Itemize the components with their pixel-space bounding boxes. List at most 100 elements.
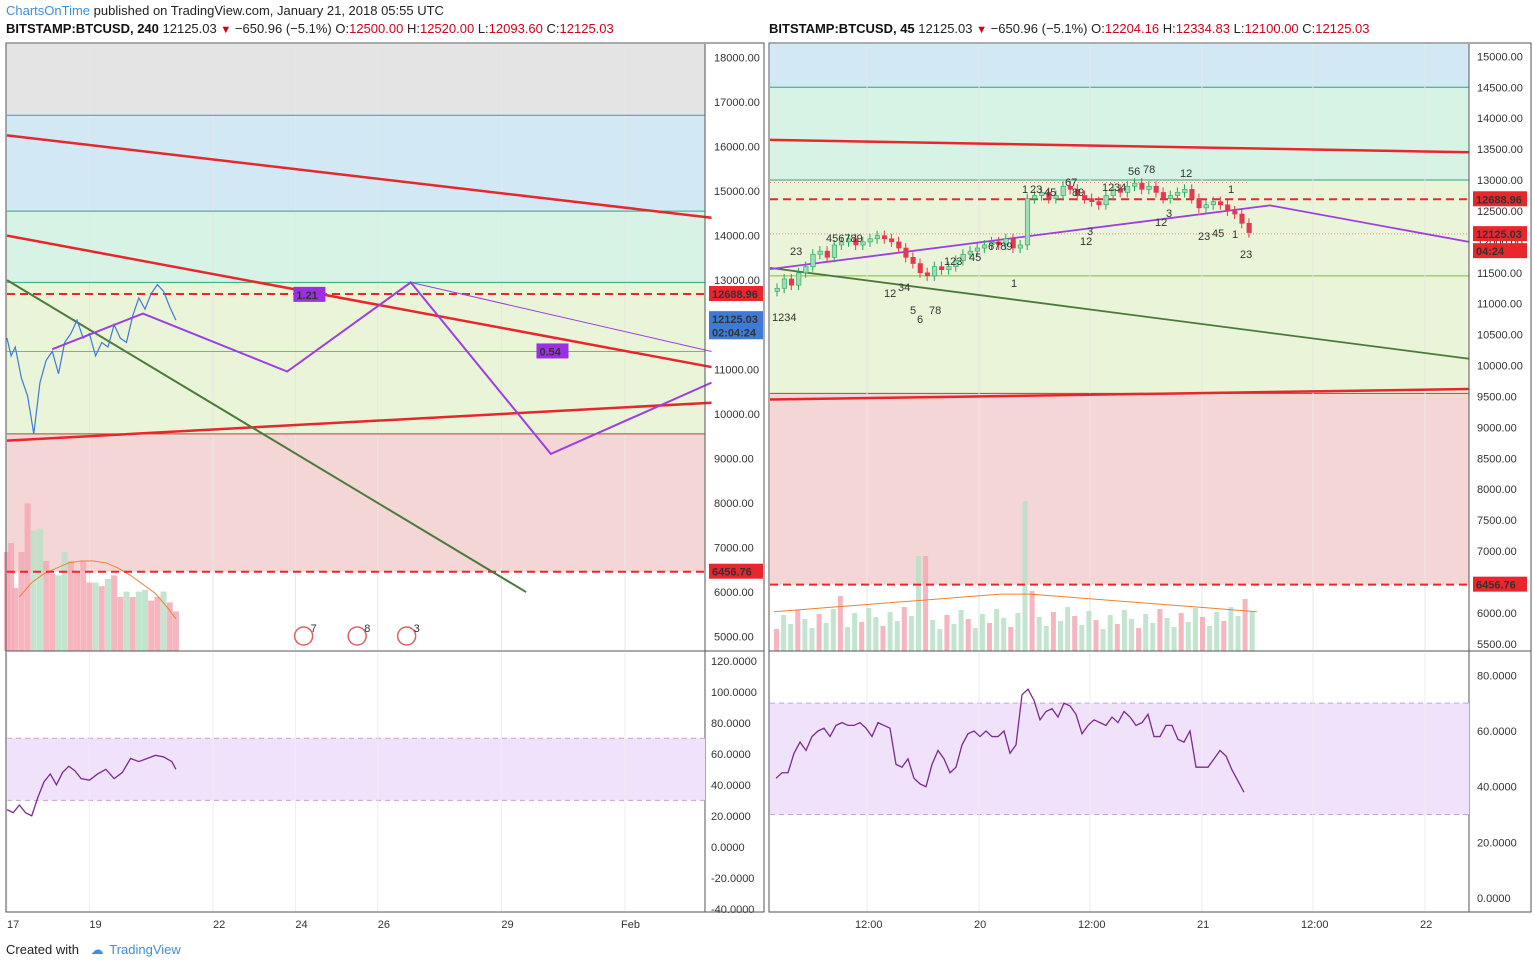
tradingview-link[interactable]: TradingView [109,942,181,957]
left-purple-pattern [51,281,712,456]
right-y-tick-9: 10500.00 [1477,330,1523,342]
left-price-badge-2-bg [709,324,763,340]
right-zone-red [770,393,1469,585]
left-red-trendline-1 [6,234,712,369]
left-volume-bar [4,552,10,651]
right-volume-bar [816,614,822,651]
left-high: 12520.00 [419,21,475,36]
right-candle [1175,192,1181,196]
right-volume-bar [1235,616,1241,651]
left-rsi-band [7,738,705,801]
left-volume-bar [111,575,118,651]
left-volume-bar [24,503,31,651]
right-volume-bar [987,623,992,651]
right-td-green-7: 45 [1044,187,1056,199]
right-candle [1117,189,1123,193]
left-x-tick-3: 24 [295,919,307,931]
right-candle [774,287,780,292]
right-candle [1239,213,1245,224]
right-candle [1053,195,1059,199]
right-y-tick-19: 5500.00 [1477,639,1517,651]
right-volume-bar [1001,618,1007,651]
right-candle [1003,238,1009,246]
left-open: 12500.00 [349,21,404,36]
left-volume-bar [18,552,25,651]
right-volume-bar [944,615,950,651]
left-panel-frame [5,42,765,913]
right-td-red-9: 12 [1155,217,1167,229]
right-last: 12125.03 [918,21,973,36]
right-volume-bar [845,627,850,651]
right-rsi-tick-1: 60.0000 [1477,726,1517,738]
right-volume-bar [866,608,872,651]
right-y-tick-13: 8500.00 [1477,453,1517,465]
right-candle [1089,198,1095,202]
right-candle [1103,195,1109,206]
left-y-tick-12: 6000.00 [714,587,754,599]
left-volume-bar [30,530,37,651]
right-td-green-3: 45 [969,252,981,264]
right-candle [1182,189,1188,193]
right-candle [781,278,787,289]
right-volume-bar [781,615,787,651]
right-td-red-14: 23 [1240,249,1252,261]
right-td-red-11: 23 [1198,231,1210,243]
right-td-red-3: 5 [910,305,916,317]
right-td-green-14: 12 [1180,168,1192,180]
right-td-green-2: 123 [944,256,962,268]
right-td-green-10: 12 [1102,182,1114,194]
right-candle [1203,204,1209,209]
right-zone-blue [770,44,1469,88]
right-x-tick-2: 12:00 [1078,919,1106,931]
right-candle [874,235,880,240]
left-zone-4 [7,433,705,572]
right-volume-bar [951,624,957,651]
left-volume-bar [135,591,142,651]
right-panel-frame [768,42,1532,913]
right-l-label: L: [1233,21,1245,36]
tradingview-logo-icon[interactable]: ☁ [90,942,104,957]
right-candle [953,260,959,267]
left-o-label: O: [335,21,350,36]
right-green-trendline [769,266,1470,360]
right-x-tick-0: 12:00 [855,919,883,931]
left-y-tick-10: 8000.00 [714,498,754,510]
right-candle [982,244,988,249]
left-x-tick-4: 26 [378,919,390,931]
left-rsi-tick-1: 100.0000 [711,687,757,699]
right-price-badge-0: 12688.96 [1476,194,1522,206]
left-rsi-tick-8: -40.0000 [711,904,754,916]
right-volume-bar [1050,612,1056,651]
right-candle [810,253,816,267]
right-candle [946,266,952,271]
right-y-tick-1: 14500.00 [1477,82,1523,94]
right-td-green-0: 23 [790,246,802,258]
right-td-red-5: 78 [929,305,941,317]
right-volume-bar [1022,501,1028,651]
right-volume-bar [1065,607,1071,651]
right-volume-bar [1043,626,1049,651]
right-candle [1060,185,1066,196]
right-td-green-1: 456789 [826,233,863,245]
right-td-green-12: 56 [1128,166,1140,178]
right-candle [788,278,795,286]
right-volume-bar [1171,627,1177,651]
right-volume-bar [1121,610,1127,651]
left-chart-title: BITSTAMP:BTCUSD, 240 12125.03 ▼ −650.96 … [6,21,614,36]
right-volume-bar [1079,625,1085,651]
left-close: 12125.03 [559,21,614,36]
right-volume-bar [1207,626,1213,651]
left-x-tick-2: 22 [213,919,225,931]
right-candle [1125,185,1131,193]
left-event-count-0: 7 [311,623,317,635]
right-price-badge-0-bg [1473,191,1527,207]
right-candle [1067,185,1073,190]
right-candle [1032,195,1038,199]
right-y-tick-7: 11500.00 [1477,268,1522,280]
left-event-count-2: 3 [414,623,420,635]
right-price-badge-1-bg [1473,226,1527,242]
right-volume-bar [894,621,900,651]
brand-link[interactable]: ChartsOnTime [6,3,91,18]
left-price-badge-2: 02:04:24 [712,327,757,339]
